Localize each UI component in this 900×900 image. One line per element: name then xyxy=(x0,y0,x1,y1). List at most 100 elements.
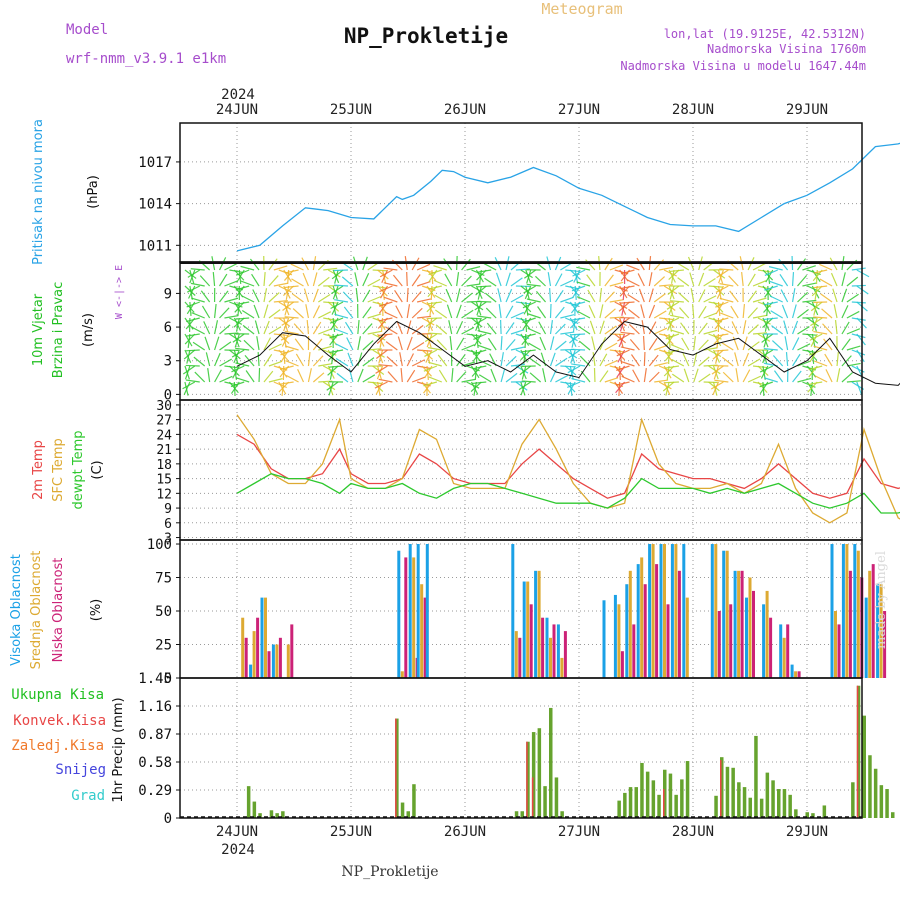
precip-total-bar xyxy=(640,762,644,818)
cloud-high-bar xyxy=(733,570,737,678)
wind-arrow xyxy=(312,305,321,319)
wind-arrow xyxy=(771,340,784,351)
precip-total-bar xyxy=(246,786,251,818)
cloud-high-bar xyxy=(636,564,640,678)
wind-arrow xyxy=(435,324,448,335)
wind-arrow xyxy=(797,291,809,303)
wind-arrow xyxy=(538,321,547,335)
wind-arrow xyxy=(802,299,817,303)
wind-arrow xyxy=(742,352,750,367)
precip-total-bar xyxy=(526,741,530,818)
wind-arrow xyxy=(757,269,772,273)
wind-arrow xyxy=(329,349,344,354)
wind-arrow xyxy=(323,267,338,271)
wind-arrow xyxy=(312,355,324,367)
wind-arrow xyxy=(841,321,850,335)
temp-ytick-label: 9 xyxy=(164,502,172,517)
wind-arrow xyxy=(752,332,768,335)
cloud-high-bar xyxy=(271,644,275,678)
bottom-date-label: 28JUN xyxy=(672,824,714,840)
wind-arrow xyxy=(416,298,431,303)
wind-arrow xyxy=(626,279,640,287)
wind-arrow xyxy=(477,315,492,319)
wind-arrow xyxy=(791,271,795,287)
cloud-low-bar xyxy=(871,564,875,678)
temp-sfc-line xyxy=(236,414,900,524)
wind-arrow xyxy=(280,349,294,356)
wind-arrow xyxy=(434,294,448,303)
top-date-label: 28JUN xyxy=(672,102,714,118)
top-date-labels: 24JUN 25JUN 26JUN 27JUN 28JUN 29JUN xyxy=(216,102,828,118)
wind-arrow xyxy=(614,365,625,378)
precip-total-bar xyxy=(634,787,638,818)
wind-arrow xyxy=(406,336,413,351)
wind-arrow xyxy=(821,308,833,319)
cloud-low-bar xyxy=(563,631,567,678)
wind-arrow xyxy=(747,290,757,303)
wind-arrow xyxy=(312,272,318,287)
wind-arrow xyxy=(273,300,288,303)
wind-arrow xyxy=(477,285,482,300)
model-name: wrf-nmm_v3.9.1 e1km xyxy=(66,51,226,67)
lonlat-text: lon,lat (19.9125E, 42.5312N) xyxy=(664,27,866,41)
wind-arrow xyxy=(536,290,547,303)
wind-arrow xyxy=(485,307,497,319)
wind-arrow xyxy=(571,333,586,336)
wind-arrow xyxy=(747,324,759,335)
wind-arrow xyxy=(357,368,364,383)
wind-arrow xyxy=(539,336,547,351)
wind-arrow xyxy=(466,317,481,320)
wind-arrow xyxy=(569,317,581,329)
cloud-ytick-label: 25 xyxy=(155,638,172,654)
wind-arrow xyxy=(224,365,239,369)
wind-arrow xyxy=(327,317,339,329)
precip-total-bar xyxy=(759,798,764,818)
wind-arrow xyxy=(194,371,206,383)
pressure-ytick-label: 1017 xyxy=(138,155,172,171)
cloud-high-bar xyxy=(722,550,726,678)
temp-ytick-label: 30 xyxy=(156,399,172,414)
wind-arrow xyxy=(806,365,817,378)
wind-arrow xyxy=(577,310,591,319)
wind-arrow xyxy=(473,333,487,341)
precip-total-bar xyxy=(543,786,547,818)
cloud-low-bar xyxy=(244,637,248,678)
precip-total-bar xyxy=(668,773,673,818)
wind-arrow xyxy=(367,278,381,287)
wind-arrow xyxy=(620,331,635,335)
wind-arrow xyxy=(381,269,389,284)
wind-arrow xyxy=(713,301,724,313)
precip-ytick-label: 0.58 xyxy=(138,755,172,771)
wind-arrow xyxy=(614,381,624,394)
wind-arrow xyxy=(599,288,603,303)
precip-total-bar xyxy=(737,782,741,818)
wind-arrow xyxy=(252,289,260,303)
wind-arrow xyxy=(668,269,680,280)
wind-arrow xyxy=(802,333,817,336)
wind-arrow xyxy=(326,381,339,391)
wind-arrow xyxy=(851,301,866,304)
wind-arrow xyxy=(449,336,453,351)
wind-arrow xyxy=(653,259,665,271)
wind-arrow xyxy=(470,365,480,379)
wind-arrow xyxy=(678,292,690,303)
wind-arrow xyxy=(616,365,630,372)
wind-arrow xyxy=(587,289,596,303)
wind-arrow xyxy=(666,365,670,380)
wind-arrow xyxy=(224,315,239,319)
wind-arrow xyxy=(560,365,575,368)
wind-arrow xyxy=(810,301,823,312)
wind-arrow xyxy=(698,373,711,383)
precip-total-bar xyxy=(412,784,416,818)
wind-arrow xyxy=(505,338,516,351)
bottom-date-label: 27JUN xyxy=(558,824,600,840)
wind-arrow xyxy=(778,258,789,271)
bottom-date-label: 29JUN xyxy=(786,824,828,840)
wind-arrow xyxy=(568,349,581,359)
wind-arrow xyxy=(456,337,465,351)
wind-arrow xyxy=(471,317,483,328)
wind-arrow xyxy=(820,293,833,303)
wind-arrow xyxy=(290,263,304,271)
wind-arrow xyxy=(792,370,802,383)
wind-arrow xyxy=(822,323,833,335)
